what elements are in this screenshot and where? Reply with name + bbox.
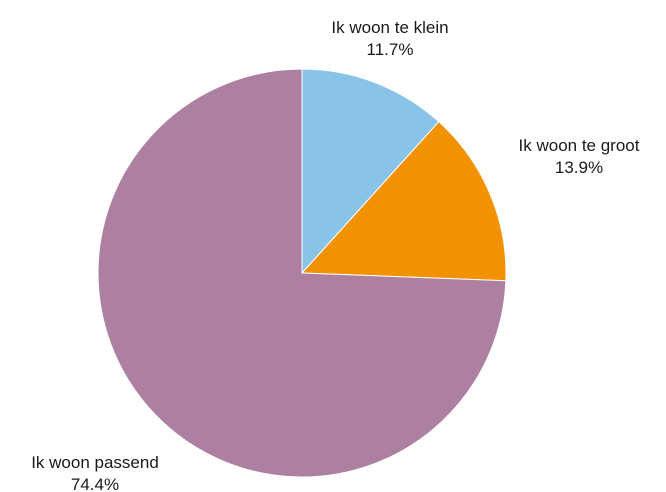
slice-label-ik-woon-te-groot: Ik woon te groot xyxy=(519,136,640,155)
slice-label-ik-woon-passend: Ik woon passend xyxy=(31,453,159,472)
slice-value-ik-woon-te-groot: 13.9% xyxy=(555,158,603,177)
slice-value-ik-woon-te-klein: 11.7% xyxy=(367,40,414,59)
pie-slice-ik-woon-passend xyxy=(97,68,507,478)
slice-value-ik-woon-passend: 74.4% xyxy=(71,475,119,492)
label-ik-woon-te-klein: Ik woon te klein 11.7% xyxy=(331,18,448,59)
pie-slices xyxy=(97,68,507,478)
label-ik-woon-passend: Ik woon passend 74.4% xyxy=(31,453,159,492)
pie-slice-ik-woon-te-groot xyxy=(301,121,507,282)
pie-slice-ik-woon-te-klein xyxy=(301,68,440,274)
slice-label-ik-woon-te-klein: Ik woon te klein xyxy=(331,18,448,37)
label-ik-woon-te-groot: Ik woon te groot 13.9% xyxy=(519,136,640,177)
